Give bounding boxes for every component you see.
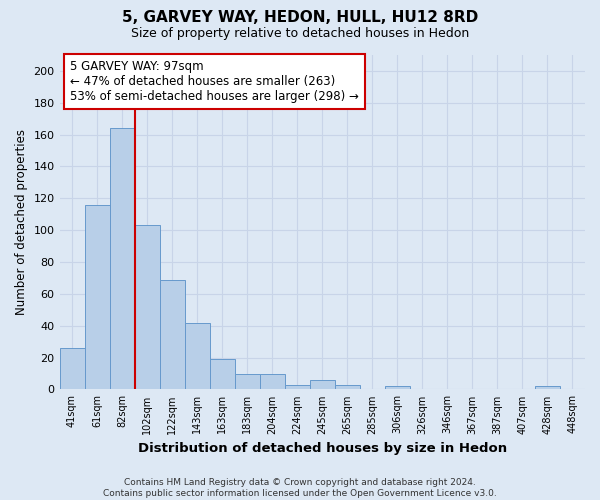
Bar bbox=[235, 374, 260, 390]
Text: 5, GARVEY WAY, HEDON, HULL, HU12 8RD: 5, GARVEY WAY, HEDON, HULL, HU12 8RD bbox=[122, 10, 478, 25]
Bar bbox=[134, 226, 160, 390]
Text: 5 GARVEY WAY: 97sqm
← 47% of detached houses are smaller (263)
53% of semi-detac: 5 GARVEY WAY: 97sqm ← 47% of detached ho… bbox=[70, 60, 359, 103]
X-axis label: Distribution of detached houses by size in Hedon: Distribution of detached houses by size … bbox=[138, 442, 507, 455]
Bar bbox=[160, 280, 185, 390]
Text: Size of property relative to detached houses in Hedon: Size of property relative to detached ho… bbox=[131, 28, 469, 40]
Y-axis label: Number of detached properties: Number of detached properties bbox=[15, 129, 28, 315]
Bar bbox=[335, 384, 360, 390]
Text: Contains HM Land Registry data © Crown copyright and database right 2024.
Contai: Contains HM Land Registry data © Crown c… bbox=[103, 478, 497, 498]
Bar bbox=[285, 384, 310, 390]
Bar bbox=[535, 386, 560, 390]
Bar bbox=[185, 322, 209, 390]
Bar bbox=[209, 359, 235, 390]
Bar bbox=[260, 374, 285, 390]
Bar bbox=[310, 380, 335, 390]
Bar bbox=[59, 348, 85, 390]
Bar bbox=[85, 204, 110, 390]
Bar bbox=[385, 386, 410, 390]
Bar bbox=[110, 128, 134, 390]
